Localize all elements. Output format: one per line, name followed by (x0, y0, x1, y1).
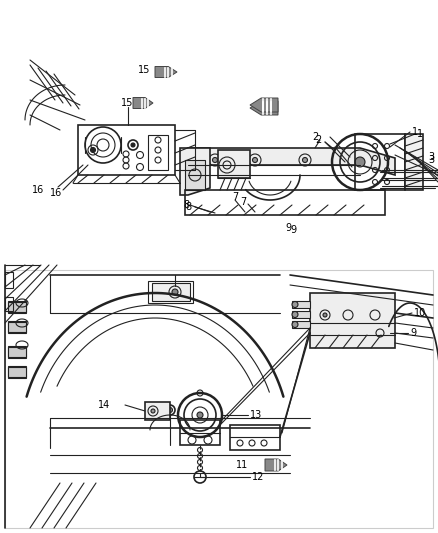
Bar (292, 301, 310, 308)
Circle shape (303, 157, 307, 163)
Circle shape (172, 289, 178, 295)
Polygon shape (188, 148, 395, 175)
Circle shape (197, 412, 203, 418)
Circle shape (292, 302, 298, 308)
Text: 14: 14 (98, 400, 110, 410)
Circle shape (355, 157, 365, 167)
Circle shape (131, 143, 135, 147)
Text: 11: 11 (236, 460, 248, 470)
Bar (185, 190, 385, 215)
Text: 12: 12 (252, 472, 265, 482)
Text: 7: 7 (240, 197, 246, 207)
Bar (230, 425, 280, 450)
Bar (5, 297, 13, 311)
Text: 9: 9 (285, 223, 291, 233)
Polygon shape (133, 98, 153, 109)
Circle shape (252, 157, 258, 163)
Text: 8: 8 (186, 202, 192, 212)
Text: 1: 1 (412, 127, 418, 137)
Text: 9: 9 (410, 328, 416, 338)
Bar (8, 347, 26, 357)
Bar (148, 135, 168, 170)
Bar (8, 322, 26, 332)
Text: 15: 15 (121, 98, 134, 108)
Text: 1: 1 (417, 129, 423, 139)
Circle shape (292, 311, 298, 318)
Bar (5, 272, 13, 288)
Text: 16: 16 (32, 185, 44, 195)
Circle shape (323, 313, 327, 317)
Text: 16: 16 (50, 188, 62, 198)
Bar (185, 160, 205, 190)
Bar (8, 321, 26, 333)
Text: 4: 4 (437, 167, 438, 177)
Text: 13: 13 (250, 410, 262, 420)
Bar (152, 283, 190, 301)
Bar (180, 420, 220, 445)
Polygon shape (265, 459, 287, 471)
Bar (145, 402, 170, 420)
Bar (292, 321, 310, 328)
Circle shape (292, 321, 298, 327)
Circle shape (212, 157, 218, 163)
Polygon shape (250, 101, 278, 115)
Bar (405, 134, 423, 190)
Text: 6: 6 (437, 183, 438, 193)
Circle shape (91, 148, 95, 152)
Bar (8, 302, 26, 312)
Bar (8, 346, 26, 358)
Bar (218, 150, 250, 178)
Bar (355, 134, 405, 190)
Text: 2: 2 (312, 132, 318, 142)
Text: 2: 2 (316, 135, 322, 145)
Text: 9: 9 (290, 225, 296, 235)
Text: 15: 15 (138, 65, 150, 75)
Bar (310, 293, 395, 348)
Polygon shape (180, 148, 210, 195)
Text: 3: 3 (428, 152, 434, 162)
Text: 8: 8 (183, 200, 189, 210)
Bar (5, 270, 433, 528)
Circle shape (151, 409, 155, 413)
Bar (8, 366, 26, 378)
Polygon shape (155, 67, 177, 77)
Bar (8, 367, 26, 377)
Bar (148, 281, 193, 303)
Text: 5: 5 (437, 175, 438, 185)
Text: 7: 7 (232, 192, 238, 202)
Bar (78, 125, 175, 175)
Circle shape (167, 408, 173, 413)
Bar (8, 301, 26, 313)
Text: 3: 3 (428, 155, 434, 165)
Bar (292, 311, 310, 318)
Polygon shape (250, 98, 278, 112)
Text: 10: 10 (414, 308, 426, 318)
